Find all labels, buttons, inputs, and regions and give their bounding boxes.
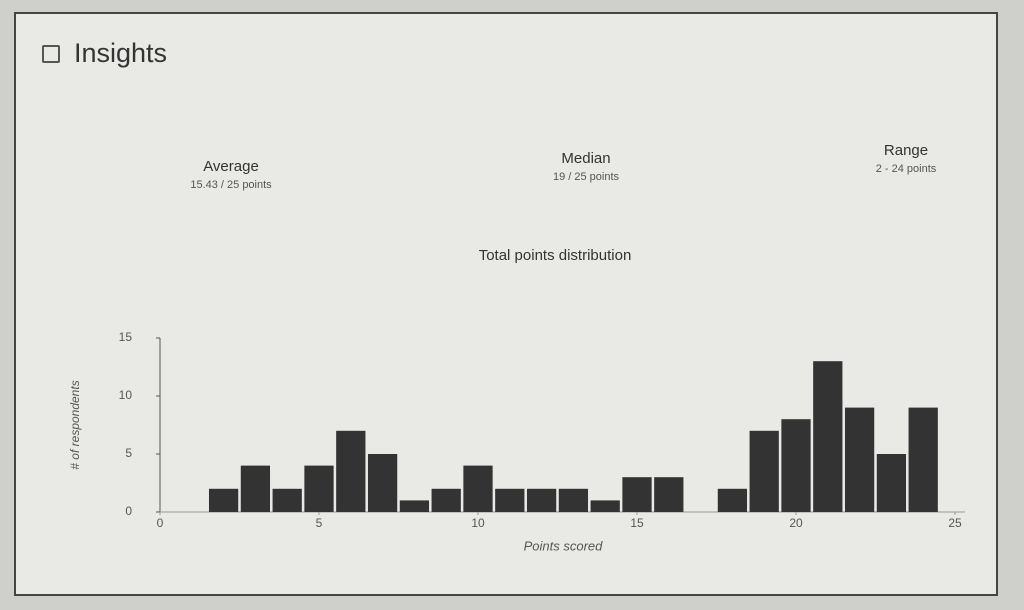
- x-tick-label: 15: [630, 516, 644, 530]
- bar: [781, 419, 811, 512]
- x-tick-label: 10: [471, 516, 485, 530]
- header-title: Insights: [74, 38, 168, 68]
- stat-value: 19 / 25 points: [552, 171, 620, 183]
- bar: [876, 454, 907, 512]
- stat-label: Range: [883, 142, 929, 159]
- x-tick-label: 0: [157, 516, 164, 530]
- y-tick-label: 10: [119, 388, 133, 402]
- y-axis-label: # of respondents: [68, 380, 82, 469]
- x-tick-label: 20: [789, 516, 803, 530]
- bar: [367, 454, 398, 512]
- bar: [813, 361, 843, 512]
- bar: [749, 430, 779, 512]
- bar: [272, 488, 302, 512]
- bar: [558, 488, 589, 512]
- bar: [526, 488, 557, 512]
- bar: [844, 407, 875, 512]
- y-tick-label: 5: [125, 446, 132, 460]
- bar: [463, 465, 493, 512]
- bar: [622, 477, 652, 512]
- bar: [654, 477, 684, 512]
- bar: [590, 500, 620, 512]
- bar: [240, 465, 271, 512]
- bar: [304, 465, 334, 512]
- bar: [399, 500, 430, 512]
- bar: [208, 488, 239, 512]
- stat-label: Average: [203, 158, 259, 175]
- stat-label: Median: [561, 150, 611, 167]
- bar: [336, 430, 366, 512]
- header: Insights: [42, 38, 167, 69]
- stat-average: Average 15.43 / 25 points: [131, 158, 331, 191]
- bar: [431, 488, 461, 512]
- y-tick-label: 15: [119, 330, 133, 344]
- bar: [717, 488, 748, 512]
- stat-value: 2 - 24 points: [875, 163, 937, 175]
- chart-title: Total points distribution: [479, 247, 632, 264]
- bar: [495, 488, 525, 512]
- y-tick-label: 0: [125, 504, 132, 518]
- stat-range: Range 2 - 24 points: [806, 142, 1006, 175]
- stat-value: 15.43 / 25 points: [190, 179, 272, 191]
- stat-median: Median 19 / 25 points: [486, 150, 686, 183]
- x-tick-label: 25: [948, 516, 962, 530]
- insights-icon: [42, 44, 60, 63]
- x-axis-label: Points scored: [524, 538, 604, 553]
- x-tick-label: 5: [316, 516, 323, 530]
- bar: [908, 407, 938, 512]
